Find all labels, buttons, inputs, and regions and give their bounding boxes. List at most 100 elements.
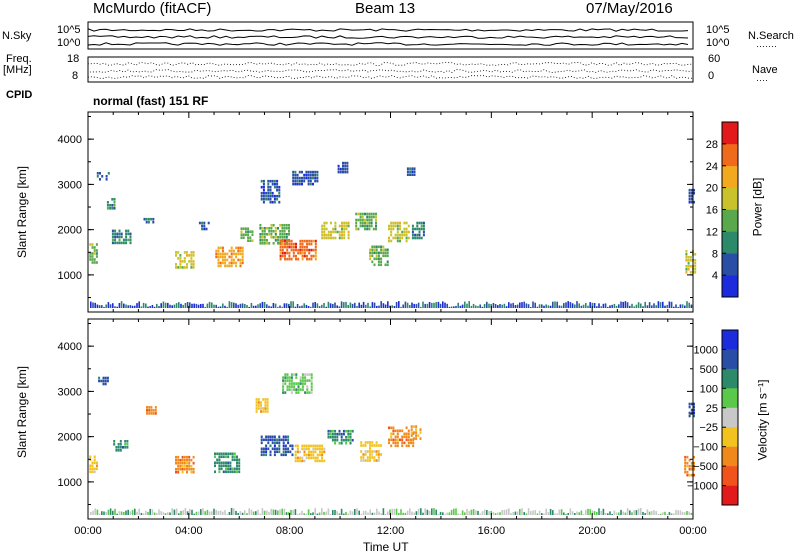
ground-scatter-mark xyxy=(648,302,651,308)
colorbar-tick-label: −100 xyxy=(693,442,718,454)
echo-cell xyxy=(371,441,374,444)
echo-patch-7 xyxy=(215,246,244,268)
ground-scatter-mark xyxy=(393,508,396,515)
echo-cell xyxy=(93,470,96,474)
ground-scatter-mark xyxy=(222,303,224,308)
echo-cell xyxy=(271,438,274,442)
ground-scatter-mark xyxy=(688,302,690,308)
echo-cell xyxy=(359,221,362,225)
echo-cell xyxy=(104,379,107,383)
echo-cell xyxy=(249,230,252,233)
echo-cell xyxy=(177,251,180,254)
echo-cell xyxy=(310,242,313,246)
echo-cell xyxy=(384,251,387,255)
echo-cell xyxy=(293,382,296,385)
y-tick-label: 3000 xyxy=(58,386,82,398)
ground-scatter-mark xyxy=(516,304,519,308)
echo-cell xyxy=(364,221,366,225)
colorbar-tick-label: 100 xyxy=(700,383,718,395)
ground-scatter-mark xyxy=(266,510,268,515)
echo-cell xyxy=(260,447,263,451)
echo-cell xyxy=(305,444,308,448)
echo-cell xyxy=(396,230,399,234)
echo-cell xyxy=(268,227,271,230)
ground-scatter-mark xyxy=(499,512,501,515)
echo-cell xyxy=(321,456,324,460)
echo-cell xyxy=(175,461,177,465)
echo-cell xyxy=(299,251,302,255)
echo-cell xyxy=(364,450,367,453)
echo-cell xyxy=(323,227,326,231)
ground-scatter-mark xyxy=(472,509,475,515)
echo-cell xyxy=(115,449,118,452)
ground-scatter-mark xyxy=(391,305,393,308)
ground-scatter-mark xyxy=(525,513,528,515)
echo-cell xyxy=(384,254,387,258)
echo-cell xyxy=(276,185,279,189)
echo-cell xyxy=(294,176,297,180)
echo-cell xyxy=(298,182,301,186)
ground-scatter-mark xyxy=(153,512,156,515)
ground-scatter-mark xyxy=(204,306,206,308)
ground-scatter-mark xyxy=(105,304,107,308)
echo-cell xyxy=(693,467,695,471)
echo-cell xyxy=(129,241,132,245)
ground-scatter-mark xyxy=(686,301,688,308)
echo-cell xyxy=(419,428,422,431)
noise-trace-line-1 xyxy=(87,35,689,39)
echo-cell xyxy=(120,235,123,239)
echo-cell xyxy=(284,444,287,448)
colorbar-tick-label: 8 xyxy=(712,248,718,260)
ground-scatter-mark xyxy=(162,301,165,308)
ground-scatter-mark xyxy=(494,513,497,515)
ground-scatter-mark xyxy=(178,302,180,308)
echo-cell xyxy=(276,188,279,192)
echo-cell xyxy=(129,238,132,242)
freq-traces xyxy=(87,62,693,79)
echo-cell xyxy=(95,243,98,246)
ground-scatter-mark xyxy=(644,513,646,515)
ground-scatter-mark xyxy=(219,510,222,515)
colorbar-swatch xyxy=(722,209,738,232)
echo-cell xyxy=(278,435,281,439)
echo-cell xyxy=(269,194,272,198)
ground-scatter-mark xyxy=(182,304,184,308)
echo-cell xyxy=(418,233,421,237)
echo-cell xyxy=(283,230,286,233)
ground-scatter-mark xyxy=(279,509,281,515)
echo-cell xyxy=(284,245,286,249)
echo-cell xyxy=(89,252,92,255)
ground-scatter-mark xyxy=(431,302,433,308)
echo-cell xyxy=(279,239,282,243)
echo-cell xyxy=(286,251,289,255)
echo-cell xyxy=(265,197,268,201)
echo-cell xyxy=(289,450,292,454)
echo-cell xyxy=(219,246,222,250)
echo-cell xyxy=(399,224,401,228)
ground-scatter-mark xyxy=(600,510,602,515)
ground-scatter-mark xyxy=(340,508,343,515)
echo-cell xyxy=(303,447,306,451)
echo-cell xyxy=(685,268,688,271)
echo-cell xyxy=(314,170,317,174)
echo-cell xyxy=(283,224,286,227)
ground-scatter-mark xyxy=(600,306,602,308)
ground-scatter-mark xyxy=(164,513,167,515)
echo-cell xyxy=(323,450,326,454)
echo-cell xyxy=(413,173,416,176)
echo-cell xyxy=(229,467,232,471)
echo-cell xyxy=(388,239,390,243)
ground-scatter-mark xyxy=(602,303,605,308)
echo-cell xyxy=(279,245,282,249)
echo-cell xyxy=(396,224,399,228)
echo-cell xyxy=(222,455,225,459)
echo-cell xyxy=(314,245,317,249)
freq-label: Freq. xyxy=(6,53,32,65)
echo-cell xyxy=(371,245,374,249)
echo-cell xyxy=(235,246,238,250)
echo-cell xyxy=(366,212,369,216)
echo-cell xyxy=(406,170,409,173)
echo-cell xyxy=(267,191,270,195)
